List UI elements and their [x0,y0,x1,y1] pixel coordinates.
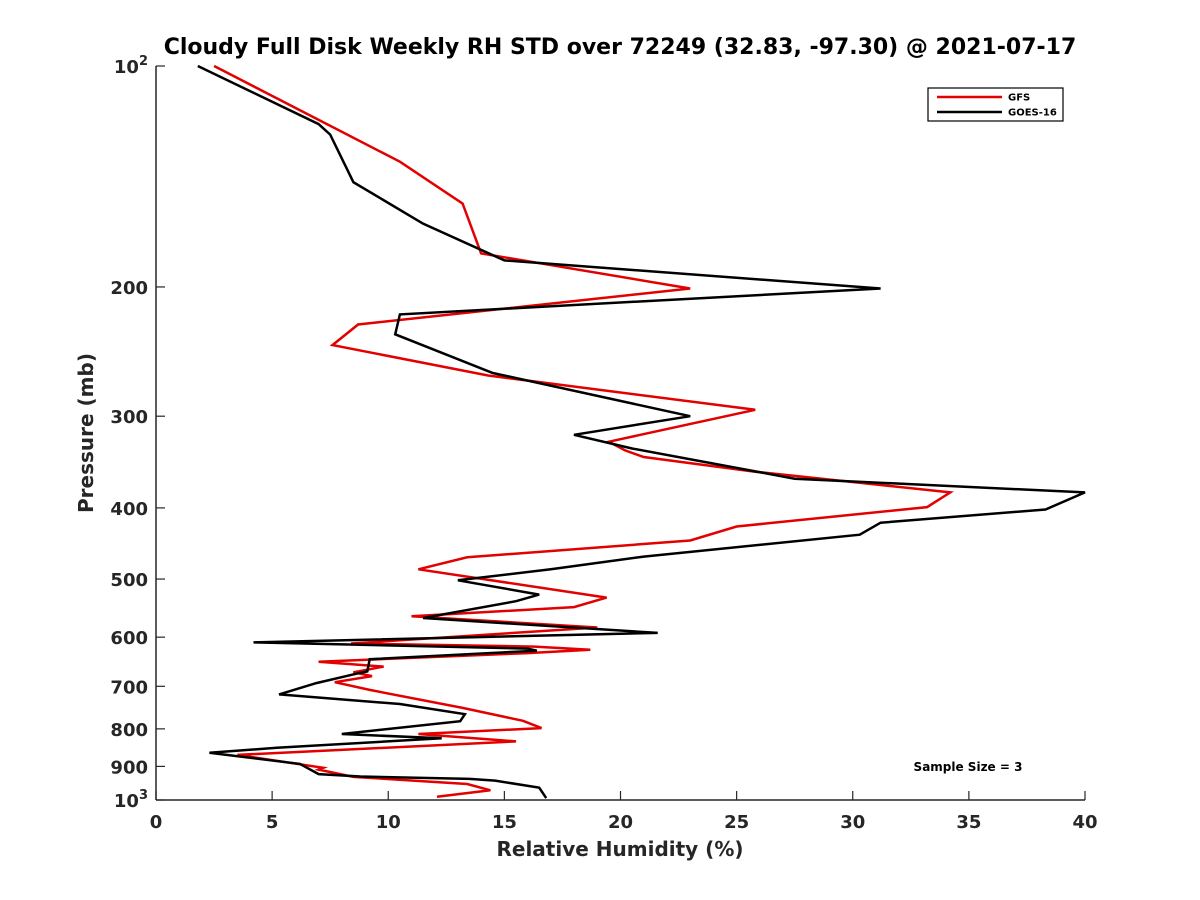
y-axis-ticks: 102 200 300 400 500 600 700 800 900 103 [110,54,165,812]
y-tick-label: 400 [110,499,148,520]
x-tick-label: 35 [956,812,981,833]
x-tick-label: 25 [724,812,749,833]
legend-box [927,87,1064,122]
y-tick-label: 200 [110,278,148,299]
chart-title: Cloudy Full Disk Weekly RH STD over 7224… [164,35,1077,60]
y-tick-label: 500 [110,570,148,591]
y-tick-label: 102 [114,54,148,78]
x-tick-label: 5 [266,812,279,833]
series-layer [197,64,1086,799]
y-axis-label: Pressure (mb) [74,353,98,513]
y-tick-label: 900 [110,757,148,778]
y-tick-label: 800 [110,720,148,741]
x-tick-label: 30 [840,812,865,833]
y-tick-label: 103 [114,788,148,812]
y-tick-label: 700 [110,677,148,698]
legend-entries: GFS GOES-16 [937,93,1057,119]
x-axis-label: Relative Humidity (%) [496,837,743,861]
x-tick-label: 20 [608,812,633,833]
legend-label: GOES-16 [1008,108,1057,119]
legend-label: GFS [1008,93,1030,104]
plot-area [155,64,1086,801]
y-tick-label: 300 [110,407,148,428]
y-tick-label: 600 [110,628,148,649]
series-line-gfs [213,64,954,799]
x-tick-label: 40 [1072,812,1097,833]
x-tick-label: 15 [492,812,517,833]
x-tick-label: 10 [376,812,401,833]
sample-size-annotation: Sample Size = 3 [914,760,1023,774]
series-line-goes-16 [197,64,1086,799]
x-tick-label: 0 [150,812,163,833]
x-axis-ticks: 0 5 10 15 20 25 30 35 40 [150,791,1098,833]
legend: GFS GOES-16 [927,87,1064,122]
